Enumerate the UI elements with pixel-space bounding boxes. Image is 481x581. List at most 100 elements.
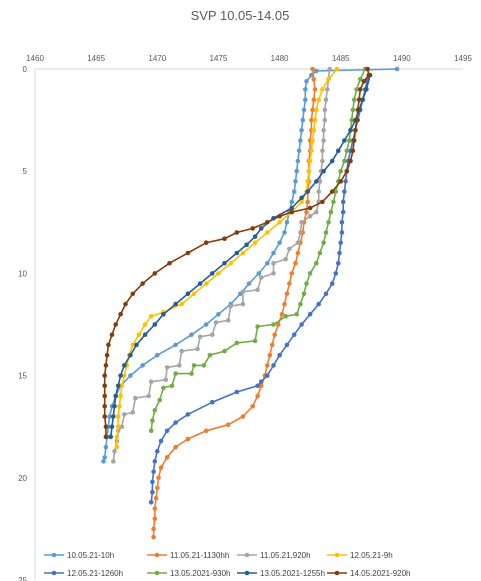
data-point — [150, 479, 155, 485]
data-point — [244, 242, 249, 248]
data-point — [298, 138, 303, 143]
data-point — [348, 158, 353, 164]
data-point — [316, 97, 322, 102]
data-point — [265, 260, 270, 266]
data-point — [185, 250, 191, 256]
data-point — [316, 189, 322, 194]
data-point — [191, 363, 197, 368]
data-point — [356, 97, 362, 102]
data-point — [277, 213, 282, 219]
data-point — [271, 271, 276, 276]
data-point — [360, 97, 366, 102]
data-point — [340, 209, 346, 215]
data-point — [213, 320, 219, 325]
data-point — [173, 342, 178, 348]
data-point — [348, 128, 353, 133]
data-point — [291, 189, 297, 194]
data-point — [150, 418, 155, 423]
data-point — [240, 289, 246, 295]
data-point — [347, 138, 352, 143]
data-point — [353, 128, 358, 133]
data-point — [102, 393, 107, 399]
data-point — [163, 377, 169, 383]
legend-item: 11.05.21.920h — [237, 551, 311, 560]
data-point — [328, 209, 334, 215]
series-3 — [111, 66, 333, 464]
data-point — [207, 352, 213, 358]
data-point — [317, 250, 323, 256]
data-point — [303, 87, 308, 92]
data-point — [314, 260, 319, 266]
data-point — [255, 393, 260, 399]
data-point — [234, 250, 240, 256]
data-point — [158, 465, 164, 470]
data-point — [152, 459, 158, 464]
data-point — [185, 412, 191, 417]
data-point — [258, 275, 264, 280]
data-point — [173, 301, 178, 307]
data-point — [277, 220, 282, 225]
data-point — [255, 383, 260, 389]
data-point — [306, 168, 312, 174]
data-point — [117, 404, 122, 409]
data-point — [323, 97, 329, 102]
data-point — [301, 291, 307, 297]
data-point — [111, 459, 116, 464]
data-point — [322, 107, 328, 113]
data-point — [240, 250, 246, 256]
legend-label: 11.05.21-1130hh — [170, 551, 229, 560]
data-point — [284, 220, 290, 225]
x-tick-label: 1485 — [332, 54, 350, 63]
y-tick-label: 10 — [18, 269, 27, 278]
data-point — [289, 209, 295, 215]
data-point — [111, 414, 116, 419]
data-point — [326, 220, 331, 225]
data-point — [309, 148, 314, 154]
data-point — [344, 148, 350, 154]
chart-title: SVP 10.05-14.05 — [191, 8, 290, 23]
data-point — [321, 168, 326, 174]
legend-item: 12.05.21-1260h — [44, 569, 123, 578]
data-point — [299, 322, 304, 327]
legend-item: 12.05.21-9h — [327, 551, 393, 560]
data-point — [265, 220, 270, 225]
data-point — [119, 424, 125, 430]
legend-marker — [334, 552, 340, 558]
data-point — [161, 312, 166, 317]
data-point — [343, 179, 348, 184]
data-point — [148, 379, 154, 385]
legend-label: 12.05.21-1260h — [67, 569, 123, 578]
data-point — [113, 393, 118, 399]
x-tick-label: 1465 — [87, 54, 105, 63]
x-tick-label: 1470 — [148, 54, 166, 63]
legend-label: 13.05.2021-1255h — [260, 569, 325, 578]
data-point — [265, 230, 270, 235]
data-point — [358, 87, 363, 92]
data-point — [152, 506, 158, 511]
data-point — [301, 107, 307, 113]
data-point — [164, 365, 170, 370]
data-point — [337, 250, 342, 256]
data-point — [338, 168, 344, 174]
data-point — [216, 271, 221, 276]
data-point — [191, 291, 197, 297]
data-point — [284, 342, 290, 348]
legend-marker — [154, 552, 160, 558]
data-point — [140, 281, 145, 286]
data-point — [197, 334, 203, 340]
legend-marker — [334, 570, 340, 576]
data-point — [252, 338, 258, 344]
data-point — [203, 428, 209, 434]
data-point — [203, 322, 209, 327]
x-tick-label: 1460 — [26, 54, 44, 63]
legend-marker — [154, 570, 160, 576]
data-point — [118, 373, 123, 378]
data-point — [310, 66, 315, 72]
data-point — [155, 448, 160, 454]
data-point — [325, 87, 330, 92]
data-point — [103, 424, 109, 430]
legend-marker — [51, 552, 57, 558]
data-point — [323, 291, 329, 297]
data-point — [130, 342, 136, 348]
x-tick-label: 1490 — [393, 54, 411, 63]
